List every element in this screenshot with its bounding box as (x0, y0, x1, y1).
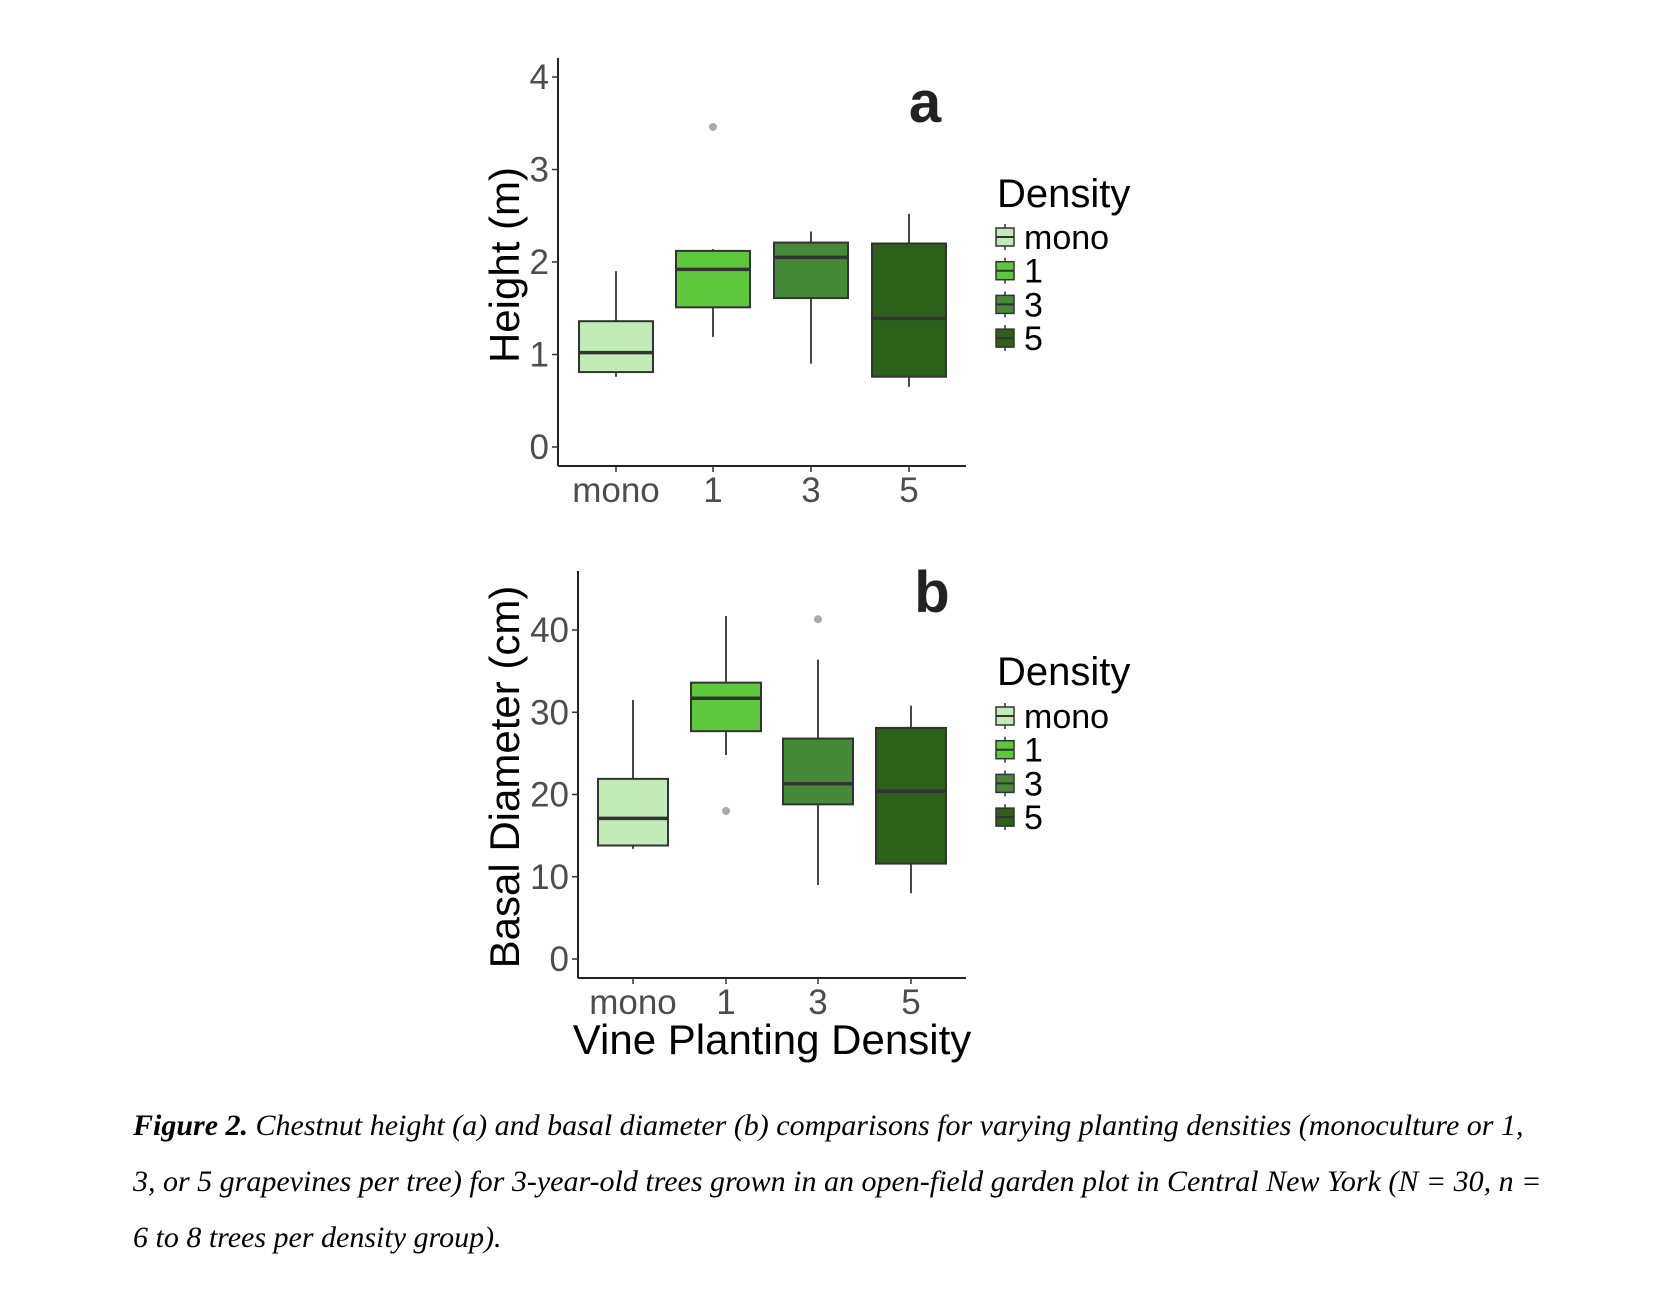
legend-label: 1 (1024, 253, 1043, 291)
y-tick-label: 40 (530, 611, 569, 650)
box-mono (578, 271, 654, 377)
panel-label: a (909, 70, 942, 135)
y-axis-title: Height (m) (481, 167, 528, 363)
y-tick-label: 0 (550, 940, 569, 979)
legend-label: 5 (1024, 320, 1043, 358)
y-tick-label: 4 (530, 58, 549, 97)
legend-label: 5 (1024, 799, 1043, 837)
legend-item-mono: mono (995, 698, 1109, 736)
legend-item-3: 3 (995, 765, 1043, 803)
caption-text: Chestnut height (a) and basal diameter (… (133, 1109, 1542, 1254)
panel-label: b (914, 560, 949, 625)
legend-title: Density (997, 172, 1130, 216)
box-body (773, 241, 849, 300)
box-3 (773, 231, 849, 364)
box-body (675, 249, 751, 309)
legend-item-5: 5 (995, 320, 1043, 358)
legend-item-5: 5 (995, 799, 1043, 837)
box-1 (675, 122, 751, 337)
y-tick-label: 30 (530, 693, 569, 732)
y-tick-label: 0 (530, 428, 549, 467)
x-tick-label: 1 (716, 983, 735, 1022)
legend-item-3: 3 (995, 286, 1043, 324)
x-tick-label: 1 (703, 471, 722, 510)
box-body (578, 320, 654, 374)
legend-item-1: 1 (995, 253, 1043, 291)
x-tick-label: 5 (901, 983, 920, 1022)
outlier-point (709, 122, 717, 131)
y-tick-label: 3 (530, 151, 549, 190)
x-tick-label: 3 (801, 471, 820, 510)
box-body (690, 681, 762, 733)
legend-label: mono (1024, 698, 1109, 736)
x-tick-label: 3 (808, 983, 827, 1022)
box-body (871, 242, 947, 378)
x-tick-label: mono (572, 471, 660, 510)
box-3 (782, 615, 854, 885)
legend-item-mono: mono (995, 219, 1109, 257)
x-axis-title: Vine Planting Density (573, 1016, 971, 1063)
legend-label: 1 (1024, 732, 1043, 770)
x-tick-label: 5 (899, 471, 918, 510)
legend-label: mono (1024, 219, 1109, 257)
box-5 (875, 705, 947, 894)
box-body (782, 737, 854, 806)
box-mono (597, 699, 669, 849)
box-1 (690, 616, 762, 815)
legend-label: 3 (1024, 286, 1043, 324)
box-body (597, 777, 669, 847)
x-tick-label: mono (589, 983, 677, 1022)
outlier-point (814, 615, 822, 624)
box-body (875, 726, 947, 865)
caption-label: Figure 2. (133, 1109, 249, 1142)
legend-title: Density (997, 650, 1130, 694)
outlier-point (722, 806, 730, 815)
legend-label: 3 (1024, 765, 1043, 803)
box-5 (871, 213, 947, 387)
figure-caption: Figure 2. Chestnut height (a) and basal … (133, 1098, 1553, 1266)
legend-item-1: 1 (995, 732, 1043, 770)
y-tick-label: 2 (530, 243, 549, 282)
y-tick-label: 20 (530, 776, 569, 815)
y-axis-title: Basal Diameter (cm) (481, 586, 528, 969)
y-tick-label: 1 (530, 336, 549, 375)
y-tick-label: 10 (530, 858, 569, 897)
